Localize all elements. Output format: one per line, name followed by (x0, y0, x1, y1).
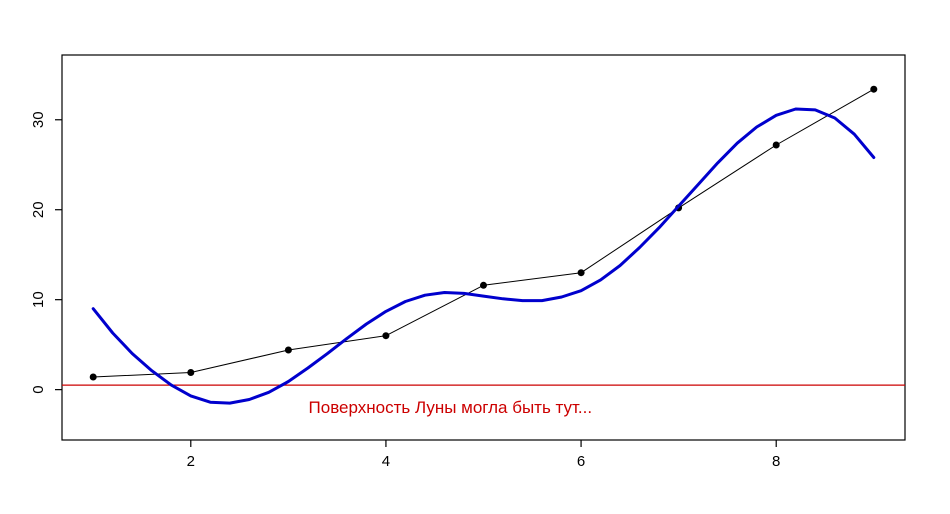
x-tick-label: 6 (577, 453, 585, 470)
x-tick-label: 4 (382, 453, 390, 470)
y-tick-label: 0 (30, 385, 47, 393)
data-point (382, 332, 390, 340)
data-point (870, 85, 878, 93)
x-tick-label: 2 (187, 453, 195, 470)
data-point (187, 369, 195, 376)
plot-frame (61, 54, 906, 441)
annotation-text: Поверхность Луны могла быть тут... (309, 398, 593, 417)
y-tick-label: 30 (30, 111, 47, 128)
data-point (772, 141, 780, 149)
observed-points (92, 88, 875, 378)
data-point (284, 346, 292, 354)
y-tick-label: 20 (30, 201, 47, 218)
x-tick-label: 8 (772, 453, 780, 470)
data-point (577, 269, 585, 277)
data-point (480, 281, 487, 289)
y-tick-label: 10 (30, 291, 47, 308)
smooth-fit-curve (91, 107, 876, 405)
data-point (89, 373, 97, 381)
